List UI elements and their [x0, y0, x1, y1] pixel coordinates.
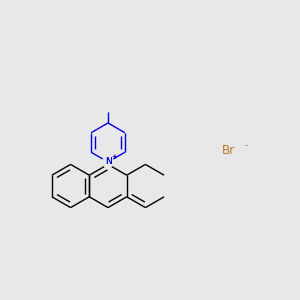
Text: N: N [105, 158, 111, 166]
Circle shape [103, 157, 113, 167]
Text: N: N [105, 158, 111, 166]
Text: Br: Br [222, 143, 235, 157]
Text: +: + [112, 154, 118, 160]
Text: -: - [244, 140, 248, 151]
Text: +: + [112, 154, 118, 160]
